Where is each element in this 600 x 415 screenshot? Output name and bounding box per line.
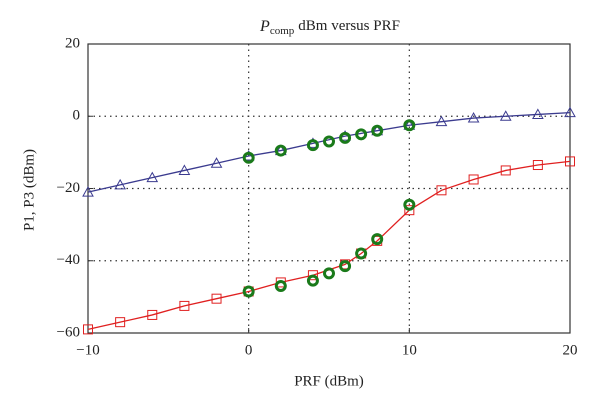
marker <box>467 112 480 123</box>
marker <box>436 185 447 196</box>
marker <box>323 267 335 280</box>
marker <box>211 293 222 304</box>
marker <box>147 309 158 320</box>
y-axis-label: P1, P3 (dBm) <box>21 149 37 231</box>
y-tick-label: −40 <box>57 252 80 268</box>
marker <box>115 317 126 328</box>
title-rest: dBm versus PRF <box>298 18 400 34</box>
title-subscript: comp <box>270 25 295 37</box>
marker <box>306 274 319 287</box>
marker <box>242 285 255 298</box>
x-tick-label: 0 <box>245 342 253 358</box>
marker <box>179 300 190 311</box>
marker <box>306 139 319 152</box>
marker <box>532 108 544 119</box>
x-tick-label: 10 <box>402 342 417 358</box>
marker <box>323 135 335 148</box>
marker <box>83 324 93 335</box>
marker <box>371 233 384 246</box>
marker <box>339 131 352 144</box>
marker <box>355 247 368 260</box>
series-line <box>87 160 571 331</box>
marker <box>403 119 416 132</box>
y-tick-label: 20 <box>65 35 80 51</box>
marker <box>565 156 575 167</box>
marker <box>242 151 255 164</box>
chart-title: Pcomp dBm versus PRF <box>259 18 400 37</box>
marker <box>500 165 511 176</box>
x-tick-label: −10 <box>76 342 99 358</box>
y-tick-label: 0 <box>73 108 81 124</box>
marker <box>307 270 318 281</box>
marker <box>371 124 384 137</box>
marker <box>435 115 448 127</box>
marker <box>403 198 416 211</box>
marker <box>355 128 368 141</box>
y-tick-label: −60 <box>57 324 80 340</box>
marker <box>114 178 126 190</box>
marker <box>339 260 352 273</box>
x-axis-label: PRF (dBm) <box>294 373 364 389</box>
plot-frame <box>87 43 571 334</box>
marker <box>499 110 512 121</box>
marker <box>178 164 191 175</box>
title-symbol: P <box>259 18 270 35</box>
marker <box>274 280 287 293</box>
marker <box>404 205 415 216</box>
marker <box>468 174 479 185</box>
marker <box>82 186 94 197</box>
marker <box>532 160 543 171</box>
x-tick-label: 20 <box>563 342 578 358</box>
marker <box>146 171 159 183</box>
marker <box>274 144 287 157</box>
marker <box>210 157 223 168</box>
y-tick-label: −20 <box>57 180 80 196</box>
series-line <box>87 111 571 193</box>
marker <box>564 106 576 118</box>
